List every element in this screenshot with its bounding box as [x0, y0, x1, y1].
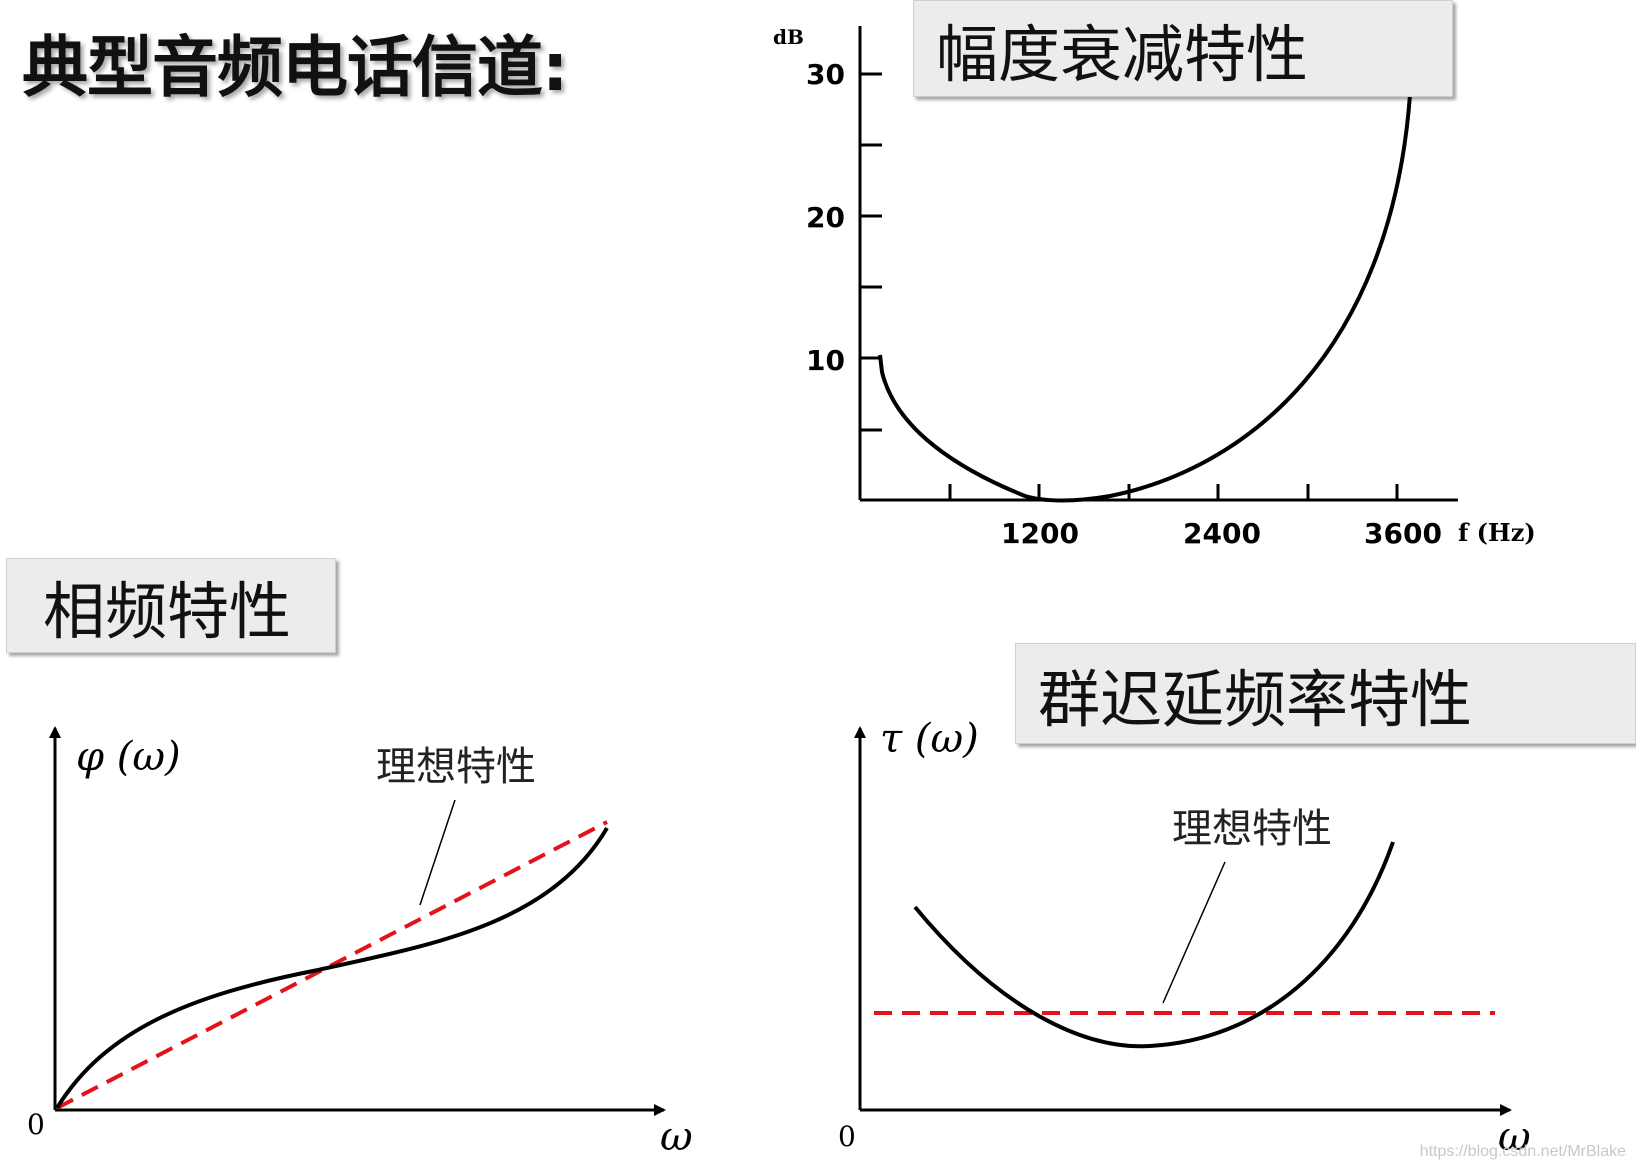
phase-x-label: ω: [660, 1114, 693, 1160]
amplitude-chart-title: 幅度衰减特性: [913, 0, 1453, 97]
amplitude-x-tick-2400: 2400: [1183, 517, 1261, 550]
amplitude-x-unit: f (Hz): [1458, 518, 1536, 547]
amplitude-chart: dB 30 20 10 1200 2400 3600 f (Hz): [773, 25, 1536, 550]
phase-chart-title: 相频特性: [6, 558, 336, 653]
delay-ideal-pointer: [1162, 861, 1226, 1004]
page-title: 典型音频电话信道:: [22, 29, 568, 106]
delay-chart: 0 τ (ω) ω 理想特性: [838, 716, 1531, 1160]
phase-response-curve: [55, 826, 609, 1110]
delay-origin-label: 0: [838, 1120, 856, 1153]
delay-chart-title: 群迟延频率特性: [1015, 643, 1636, 744]
amplitude-y-tick-10: 10: [806, 344, 845, 377]
phase-y-label: φ (ω): [76, 734, 181, 780]
amplitude-y-unit: dB: [773, 25, 804, 49]
amplitude-y-tick-20: 20: [806, 201, 845, 234]
phase-ideal-pointer: [419, 799, 456, 906]
phase-chart: 0 φ (ω) ω 理想特性: [27, 726, 693, 1160]
phase-origin-label: 0: [27, 1108, 45, 1141]
amplitude-y-ticks: [860, 72, 882, 432]
phase-ideal-label: 理想特性: [376, 744, 536, 790]
amplitude-x-tick-1200: 1200: [1001, 517, 1079, 550]
delay-y-label: τ (ω): [880, 716, 979, 762]
watermark: https://blog.csdn.net/MrBlake: [1419, 1143, 1626, 1160]
delay-x-label: ω: [1498, 1114, 1531, 1160]
amplitude-attenuation-curve: [878, 94, 1412, 503]
delay-response-curve: [913, 841, 1395, 1049]
amplitude-x-tick-3600: 3600: [1364, 517, 1442, 550]
delay-ideal-label: 理想特性: [1172, 806, 1332, 852]
amplitude-y-tick-30: 30: [806, 58, 845, 91]
